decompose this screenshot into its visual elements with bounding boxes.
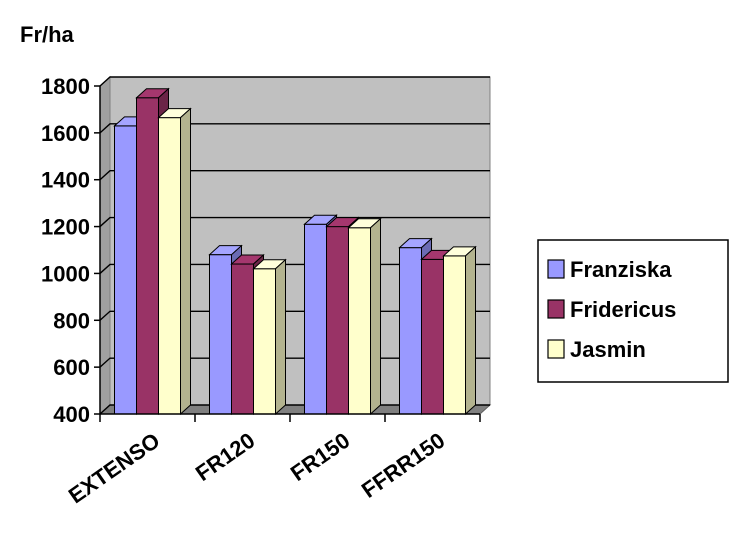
bars [113, 87, 477, 416]
legend-swatch [547, 339, 565, 359]
y-tick-labels: 400 600 800 1000 1200 1400 1600 1800 [41, 74, 90, 427]
legend-swatch [547, 299, 565, 319]
y-tick-label: 1600 [41, 121, 90, 146]
gridline-1400 [99, 170, 490, 181]
bar-front [253, 268, 276, 415]
x-category-label: FR150 [286, 428, 354, 486]
legend-box [537, 239, 729, 383]
x-category-labels: EXTENSO FR120 FR150 FFRR150 [64, 428, 449, 509]
gridline-1800 [99, 76, 490, 87]
bar-front [209, 254, 232, 415]
legend-item-franziska: Franziska [547, 257, 672, 282]
y-tick-label: 1800 [41, 74, 90, 99]
x-category-label: EXTENSO [64, 428, 164, 509]
bar-front [114, 125, 137, 415]
legend-label: Fridericus [570, 297, 676, 322]
bar-jasmin-ffrr150 [442, 245, 477, 416]
legend-item-jasmin: Jasmin [547, 337, 646, 362]
legend-label: Franziska [570, 257, 672, 282]
y-tick-label: 600 [53, 355, 90, 380]
y-tick-label: 800 [53, 308, 90, 333]
legend-label: Jasmin [570, 337, 646, 362]
legend-swatch [547, 259, 565, 279]
x-category-label: FFRR150 [357, 428, 449, 503]
bar-jasmin-fr150 [347, 217, 382, 416]
bar-side [465, 245, 476, 416]
bar-front [421, 258, 444, 415]
bar-front [158, 117, 181, 415]
bar-front [304, 223, 327, 415]
x-category-label: FR120 [191, 428, 259, 486]
bar-jasmin-extenso [157, 107, 192, 416]
gridline-1600 [99, 123, 490, 134]
legend: Franziska Fridericus Jasmin [537, 239, 729, 383]
y-tick-label: 1400 [41, 168, 90, 193]
bar-front [443, 255, 466, 415]
y-axis-title: Fr/ha [20, 22, 75, 47]
bar-front [399, 247, 422, 415]
bar-front [326, 226, 349, 415]
bar-front [136, 97, 159, 415]
legend-item-fridericus: Fridericus [547, 297, 676, 322]
axes [94, 85, 481, 422]
y-tick-label: 1200 [41, 215, 90, 240]
bar-front [231, 263, 254, 415]
bar-front [348, 227, 371, 415]
bar-side [370, 217, 381, 416]
gridline-1200 [99, 216, 490, 228]
y-tick-label: 400 [53, 402, 90, 427]
bar-side [275, 258, 286, 416]
y-tick-label: 1000 [41, 261, 90, 286]
bar-side [180, 107, 191, 416]
bar-jasmin-fr120 [252, 258, 287, 416]
